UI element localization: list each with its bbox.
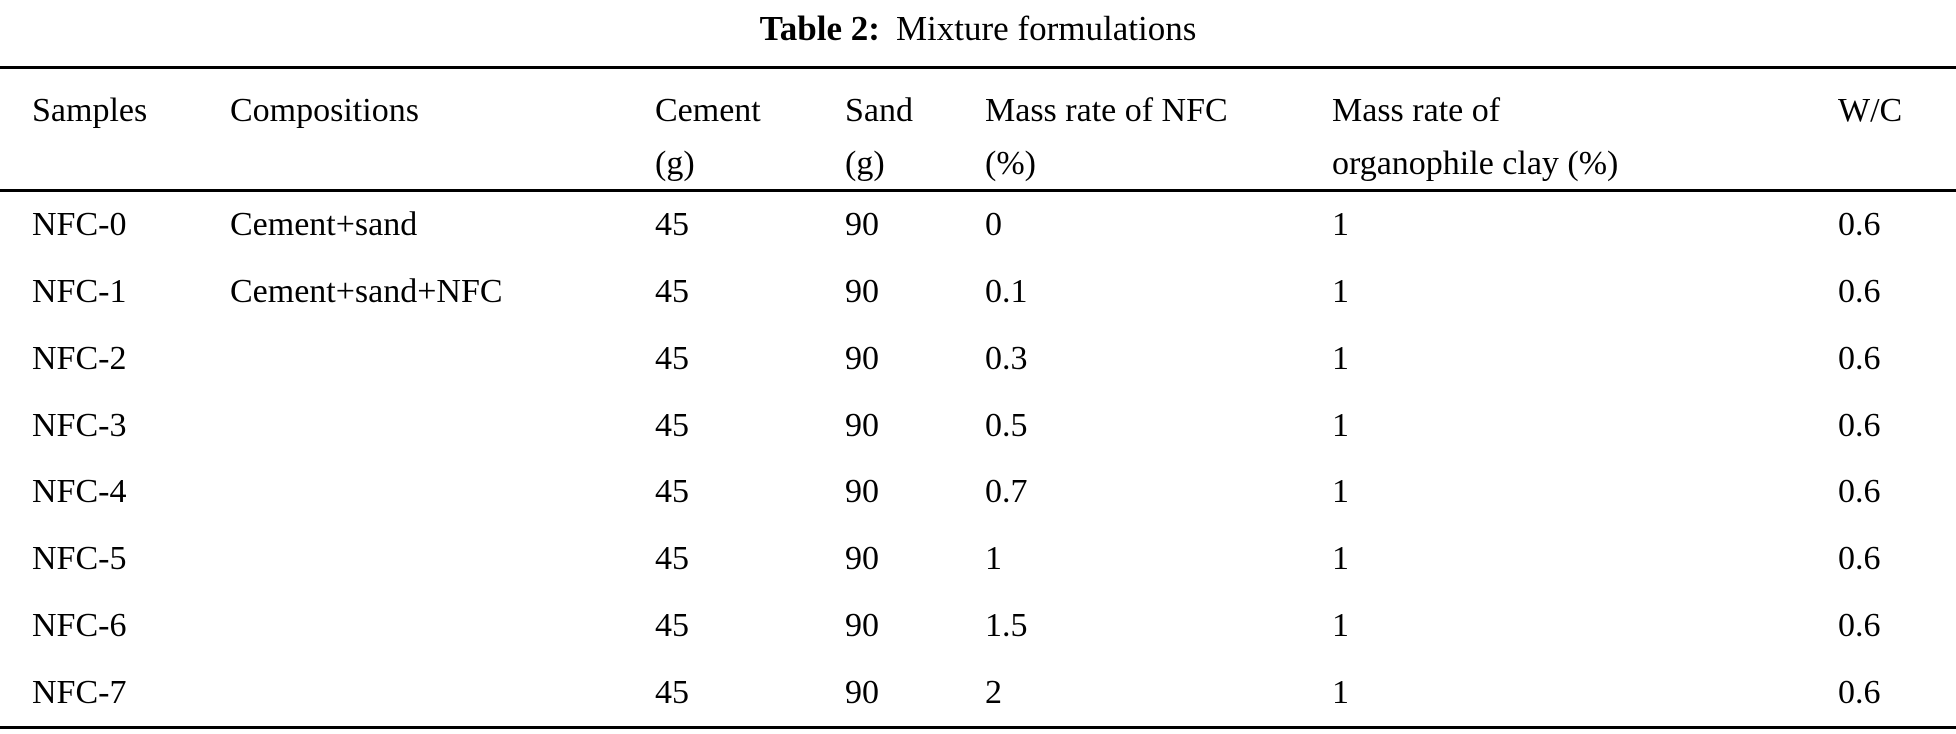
table-caption-label: Table 2: <box>759 9 880 48</box>
cell-wc: 0.6 <box>1838 206 1881 244</box>
table-caption: Table 2: Mixture formulations <box>0 0 1956 58</box>
cell-clay-rate: 1 <box>1332 273 1349 311</box>
col-header-clay-rate: Mass rate of organophile clay (%) <box>1332 69 1838 190</box>
cell-nfc-rate: 0.5 <box>985 406 1028 444</box>
cell-nfc-rate: 1 <box>985 540 1002 578</box>
cell-sand: 90 <box>845 206 879 244</box>
table-row: NFC-7 45 90 2 1 0.6 <box>0 659 1956 726</box>
table-header-rule <box>0 189 1956 192</box>
cell-wc: 0.6 <box>1838 406 1881 444</box>
cell-cement: 45 <box>655 273 689 311</box>
cell-nfc-rate: 0.7 <box>985 473 1028 511</box>
cell-cement: 45 <box>655 206 689 244</box>
cell-sample: NFC-1 <box>32 273 127 311</box>
cell-wc: 0.6 <box>1838 273 1881 311</box>
cell-clay-rate: 1 <box>1332 606 1349 644</box>
cell-sample: NFC-7 <box>32 673 127 711</box>
table-bottom-rule <box>0 726 1956 729</box>
cell-sand: 90 <box>845 673 879 711</box>
col-header-cement: Cement (g) <box>655 69 845 190</box>
cell-nfc-rate: 0.1 <box>985 273 1028 311</box>
col-header-wc-line1: W/C <box>1838 92 1903 129</box>
col-header-clay-rate-line2: organophile clay (%) <box>1332 145 1619 182</box>
table-row: NFC-4 45 90 0.7 1 0.6 <box>0 459 1956 526</box>
cell-composition: Cement+sand+NFC <box>230 273 503 311</box>
col-header-sand-line2: (g) <box>845 145 885 182</box>
col-header-nfc-rate-line1: Mass rate of NFC <box>985 92 1228 129</box>
col-header-cement-line1: Cement <box>655 92 761 129</box>
col-header-cement-line2: (g) <box>655 145 695 182</box>
table-caption-text: Mixture formulations <box>895 9 1197 48</box>
cell-sand: 90 <box>845 606 879 644</box>
cell-clay-rate: 1 <box>1332 206 1349 244</box>
cell-clay-rate: 1 <box>1332 406 1349 444</box>
cell-nfc-rate: 0.3 <box>985 339 1028 377</box>
cell-sample: NFC-0 <box>32 206 127 244</box>
cell-sand: 90 <box>845 406 879 444</box>
cell-cement: 45 <box>655 673 689 711</box>
cell-cement: 45 <box>655 406 689 444</box>
cell-cement: 45 <box>655 473 689 511</box>
table-row: NFC-0 Cement+sand 45 90 0 1 0.6 <box>0 192 1956 259</box>
cell-sample: NFC-4 <box>32 473 127 511</box>
cell-clay-rate: 1 <box>1332 540 1349 578</box>
col-header-clay-rate-line1: Mass rate of <box>1332 92 1501 129</box>
cell-sand: 90 <box>845 540 879 578</box>
cell-cement: 45 <box>655 540 689 578</box>
cell-nfc-rate: 2 <box>985 673 1002 711</box>
cell-nfc-rate: 1.5 <box>985 606 1028 644</box>
table-row: NFC-5 45 90 1 1 0.6 <box>0 526 1956 593</box>
cell-sample: NFC-3 <box>32 406 127 444</box>
cell-cement: 45 <box>655 339 689 377</box>
table-row: NFC-2 45 90 0.3 1 0.6 <box>0 326 1956 393</box>
col-header-sand-line1: Sand <box>845 92 913 129</box>
table-row: NFC-3 45 90 0.5 1 0.6 <box>0 392 1956 459</box>
col-header-wc: W/C <box>1838 69 1956 190</box>
cell-wc: 0.6 <box>1838 673 1881 711</box>
cell-composition: Cement+sand <box>230 206 418 244</box>
cell-wc: 0.6 <box>1838 473 1881 511</box>
col-header-sand: Sand (g) <box>845 69 985 190</box>
col-header-samples-line1: Samples <box>32 92 148 129</box>
cell-wc: 0.6 <box>1838 606 1881 644</box>
table-body: NFC-0 Cement+sand 45 90 0 1 0.6 NFC-1 Ce… <box>0 192 1956 726</box>
cell-clay-rate: 1 <box>1332 673 1349 711</box>
table-header-row: Samples Compositions Cement (g) Sand (g)… <box>0 69 1956 189</box>
cell-wc: 0.6 <box>1838 339 1881 377</box>
table-top-rule <box>0 66 1956 69</box>
col-header-compositions: Compositions <box>230 69 655 190</box>
cell-sand: 90 <box>845 273 879 311</box>
cell-sand: 90 <box>845 473 879 511</box>
cell-nfc-rate: 0 <box>985 206 1002 244</box>
cell-clay-rate: 1 <box>1332 339 1349 377</box>
table-row: NFC-6 45 90 1.5 1 0.6 <box>0 593 1956 660</box>
col-header-nfc-rate: Mass rate of NFC (%) <box>985 69 1332 190</box>
cell-sample: NFC-5 <box>32 540 127 578</box>
cell-clay-rate: 1 <box>1332 473 1349 511</box>
cell-sand: 90 <box>845 339 879 377</box>
table-row: NFC-1 Cement+sand+NFC 45 90 0.1 1 0.6 <box>0 259 1956 326</box>
cell-wc: 0.6 <box>1838 540 1881 578</box>
col-header-samples: Samples <box>32 69 230 190</box>
cell-sample: NFC-6 <box>32 606 127 644</box>
col-header-compositions-line1: Compositions <box>230 92 419 129</box>
col-header-nfc-rate-line2: (%) <box>985 145 1036 182</box>
cell-cement: 45 <box>655 606 689 644</box>
cell-sample: NFC-2 <box>32 339 127 377</box>
